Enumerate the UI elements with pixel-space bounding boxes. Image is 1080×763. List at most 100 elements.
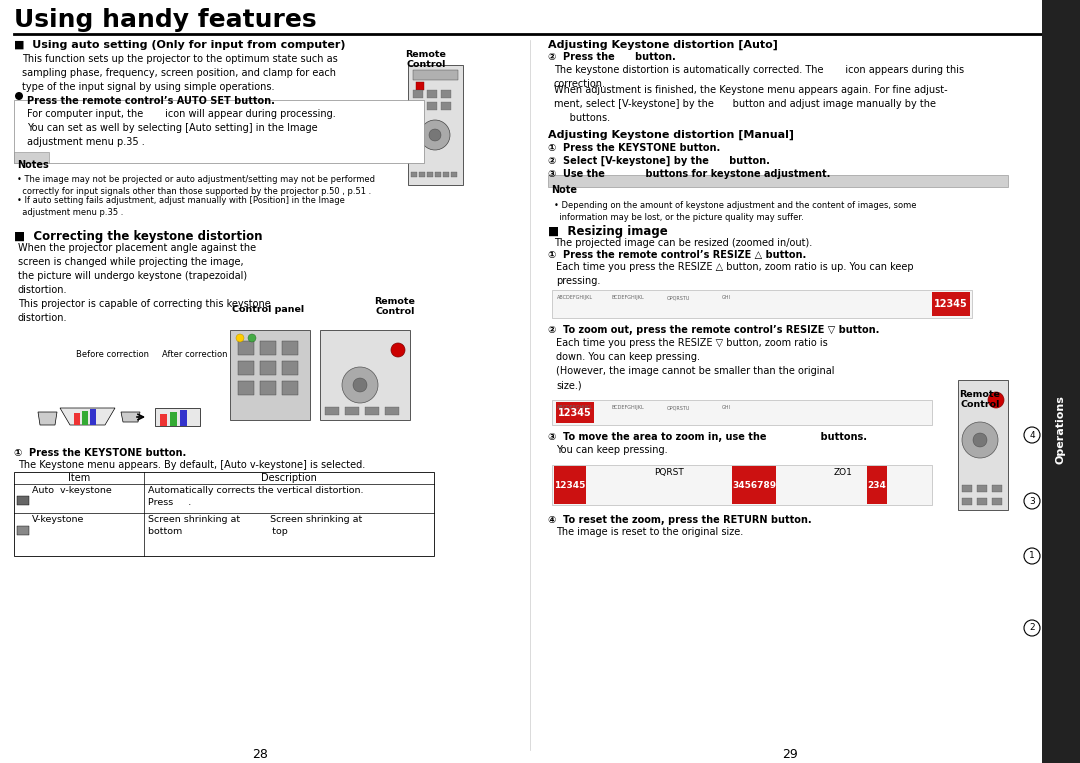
Text: 4: 4 [1029,430,1035,439]
Bar [867,466,887,504]
Bar [932,292,970,316]
Bar [958,380,1008,510]
Text: 3456789: 3456789 [732,481,777,490]
Bar [427,172,433,177]
Text: ②  Select [V-keystone] by the      button.: ② Select [V-keystone] by the button. [548,156,770,166]
Bar [993,485,1002,492]
Text: BCDEFGHIJKL: BCDEFGHIJKL [612,295,645,300]
Circle shape [429,129,441,141]
Text: 234: 234 [867,481,887,490]
Text: Description: Description [261,473,316,483]
Text: Automatically corrects the vertical distortion.
Press     .: Automatically corrects the vertical dist… [148,486,364,507]
Circle shape [237,334,244,342]
Circle shape [342,367,378,403]
Polygon shape [38,412,57,425]
Text: • Depending on the amount of keystone adjustment and the content of images, some: • Depending on the amount of keystone ad… [554,201,917,222]
Bar [260,381,276,395]
Bar [413,70,458,80]
Bar [993,498,1002,505]
Bar [552,465,932,505]
Bar [416,82,424,90]
Bar [282,381,298,395]
Circle shape [15,92,23,100]
Bar [17,496,29,505]
Bar [325,407,339,415]
Bar [160,414,167,426]
Bar [556,402,594,423]
Text: The Keystone menu appears. By default, [Auto v-keystone] is selected.: The Keystone menu appears. By default, [… [18,460,365,470]
Text: Before correction: Before correction [77,350,149,359]
Text: ①  Press the KEYSTONE button.: ① Press the KEYSTONE button. [548,143,720,153]
Circle shape [1024,548,1040,564]
Bar [435,172,441,177]
Bar [1042,0,1080,763]
Text: This function sets up the projector to the optimum state such as
sampling phase,: This function sets up the projector to t… [22,54,338,92]
Text: Using handy features: Using handy features [14,8,316,32]
Circle shape [391,343,405,357]
Text: 1: 1 [1029,552,1035,561]
Bar [441,102,451,110]
Circle shape [1024,427,1040,443]
Bar [90,409,96,425]
Text: ③  Use the            buttons for keystone adjustment.: ③ Use the buttons for keystone adjustmen… [548,169,831,179]
Bar [282,361,298,375]
Bar [552,290,972,318]
Text: Adjusting Keystone distortion [Manual]: Adjusting Keystone distortion [Manual] [548,130,794,140]
Bar [408,65,463,185]
Bar [443,172,449,177]
Text: GHI: GHI [723,405,731,410]
Bar [170,412,177,426]
Bar [345,407,359,415]
Bar [320,330,410,420]
Text: V-keystone: V-keystone [32,515,84,524]
Text: PQRST: PQRST [654,468,684,477]
Circle shape [973,433,987,447]
Bar [552,400,932,425]
Bar [238,341,254,355]
Text: Notes: Notes [17,160,49,170]
Bar [260,341,276,355]
Text: Remote
Control: Remote Control [406,50,446,69]
Text: Each time you press the RESIZE △ button, zoom ratio is up. You can keep
pressing: Each time you press the RESIZE △ button,… [556,262,914,286]
Polygon shape [121,412,140,422]
Bar [548,175,1008,187]
Text: OPQRSTU: OPQRSTU [667,295,690,300]
Bar [962,498,972,505]
Text: GHI: GHI [723,295,731,300]
Text: ④  To reset the zoom, press the RETURN button.: ④ To reset the zoom, press the RETURN bu… [548,515,812,525]
Text: ②  To zoom out, press the remote control’s RESIZE ▽ button.: ② To zoom out, press the remote control’… [548,325,879,335]
Bar [419,172,426,177]
Text: 12345: 12345 [554,481,585,490]
Bar [282,341,298,355]
Text: You can keep pressing.: You can keep pressing. [556,445,667,455]
Text: 3: 3 [1029,497,1035,506]
Text: For computer input, the       icon will appear during processing.
You can set as: For computer input, the icon will appear… [27,109,336,147]
Text: Each time you press the RESIZE ▽ button, zoom ratio is
down. You can keep pressi: Each time you press the RESIZE ▽ button,… [556,338,835,390]
Bar [260,361,276,375]
Bar [732,466,777,504]
Text: 29: 29 [782,748,798,761]
Bar [554,466,586,504]
Text: ②  Press the      button.: ② Press the button. [548,52,676,62]
Bar [427,90,437,98]
Bar [238,361,254,375]
Text: When adjustment is finished, the Keystone menu appears again. For fine adjust-
m: When adjustment is finished, the Keyston… [554,85,947,123]
Bar [230,330,310,420]
Bar [14,472,434,556]
Text: Operations: Operations [1056,395,1066,465]
Text: OPQRSTU: OPQRSTU [667,405,690,410]
Text: Note: Note [551,185,577,195]
Bar [413,90,423,98]
Bar [238,381,254,395]
Text: The projected image can be resized (zoomed in/out).: The projected image can be resized (zoom… [554,238,812,248]
Circle shape [420,120,450,150]
Bar [411,172,417,177]
Text: 12345: 12345 [558,407,592,417]
Text: The image is reset to the original size.: The image is reset to the original size. [556,527,743,537]
Text: ABCDEFGHIJKL: ABCDEFGHIJKL [557,295,593,300]
Text: ③  To move the area to zoom in, use the                buttons.: ③ To move the area to zoom in, use the b… [548,432,867,442]
Text: ①  Press the remote control’s RESIZE △ button.: ① Press the remote control’s RESIZE △ bu… [548,250,807,260]
Text: 12345: 12345 [934,299,968,309]
Text: Adjusting Keystone distortion [Auto]: Adjusting Keystone distortion [Auto] [548,40,778,50]
Circle shape [353,378,367,392]
